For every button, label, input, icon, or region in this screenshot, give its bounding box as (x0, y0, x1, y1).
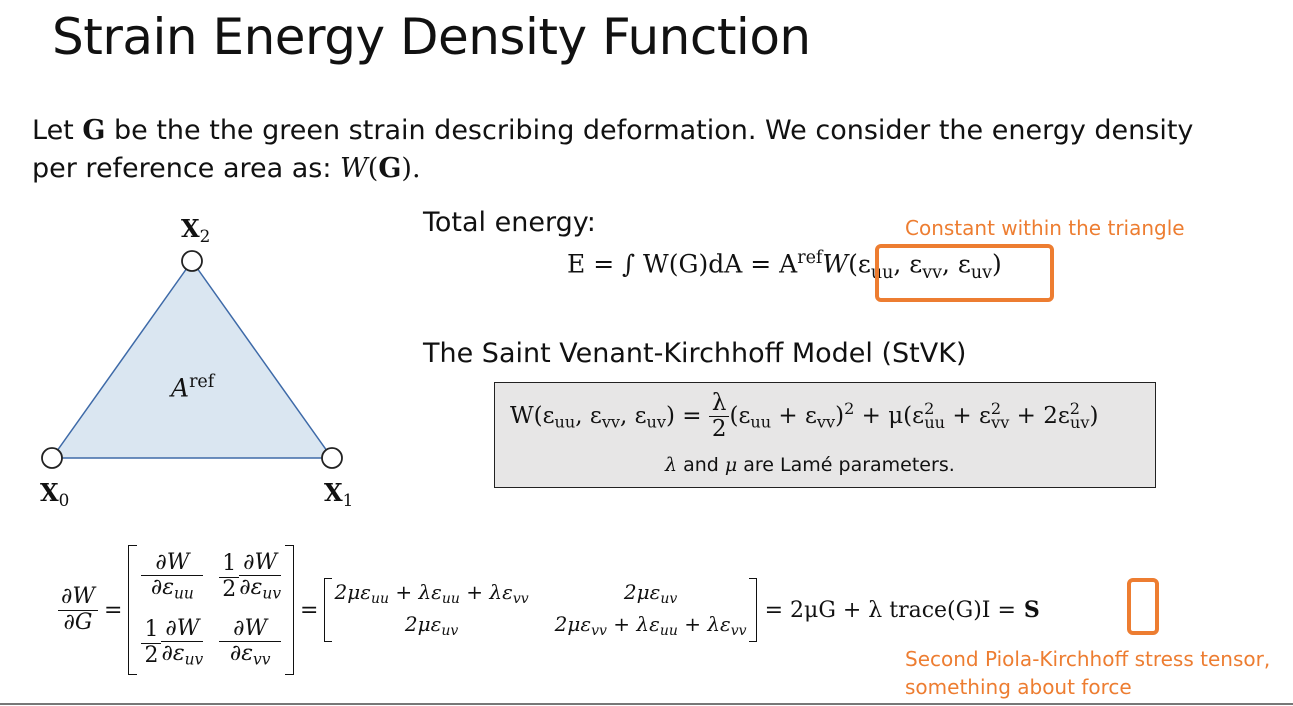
paren: ( (367, 153, 379, 184)
triangle-shape (50, 259, 334, 459)
stvk-heading: The Saint Venant-Kirchhoff Model (StVK) (423, 338, 967, 369)
footer-divider (0, 703, 1293, 705)
vertex-x1-marker (321, 447, 343, 469)
area-label: Aref (171, 372, 215, 403)
paren: ). (401, 153, 421, 184)
result-matrix: 2μεuu + λεuu + λεvv 2μεuv 2μεuv 2μεvv + … (324, 578, 757, 642)
partial-matrix: ∂W ∂εuu 1 2 ∂W ∂εuv 1 2 ∂W ∂εuv ∂W ∂εvv (128, 545, 295, 675)
vertex-x2-marker (181, 250, 203, 272)
symbol-G: G (82, 115, 106, 146)
total-energy-equation: E = ∫ W(G)dA = ArefW(εuu, εvv, εuv) (567, 248, 1002, 283)
constant-annotation: Constant within the triangle (905, 216, 1185, 240)
vertex-x0-marker (41, 447, 63, 469)
lame-note: λ and μ are Lamé parameters. (665, 454, 955, 476)
stress-highlight-box (1127, 578, 1159, 635)
intro-text: Let (32, 115, 83, 146)
stress-annotation: Second Piola-Kirchhoff stress tensor, so… (905, 647, 1271, 699)
reference-triangle-diagram (41, 250, 343, 469)
vertex-label-x2: X2 (181, 214, 211, 247)
stvk-equation-box (494, 382, 1156, 488)
tail-expression: = 2μG + λ trace(G)I = (764, 597, 1016, 623)
stress-S: S (1023, 597, 1040, 623)
symbol-G: G (378, 153, 402, 184)
stvk-equation: W(εuu, εvv, εuv) = λ 2 (εuu + εvv)2 + μ(ε2… (510, 390, 1099, 443)
intro-text: per reference area as: (32, 153, 341, 184)
slide-title: Strain Energy Density Function (52, 8, 811, 66)
vertex-label-x1: X1 (324, 478, 354, 511)
vertex-label-x0: X0 (40, 478, 70, 511)
derivative-equation: ∂W ∂G = ∂W ∂εuu 1 2 ∂W ∂εuv 1 2 ∂W ∂εuv ∂W ∂εvv =… (58, 545, 1040, 675)
total-energy-label: Total energy: (423, 207, 596, 238)
symbol-W: W (340, 153, 368, 184)
constant-highlight-box (875, 244, 1054, 302)
dW-dG-fraction: ∂W ∂G (58, 585, 98, 634)
intro-paragraph: Let G be the the green strain describing… (32, 112, 1272, 188)
intro-text: be the the green strain describing defor… (105, 115, 1194, 146)
